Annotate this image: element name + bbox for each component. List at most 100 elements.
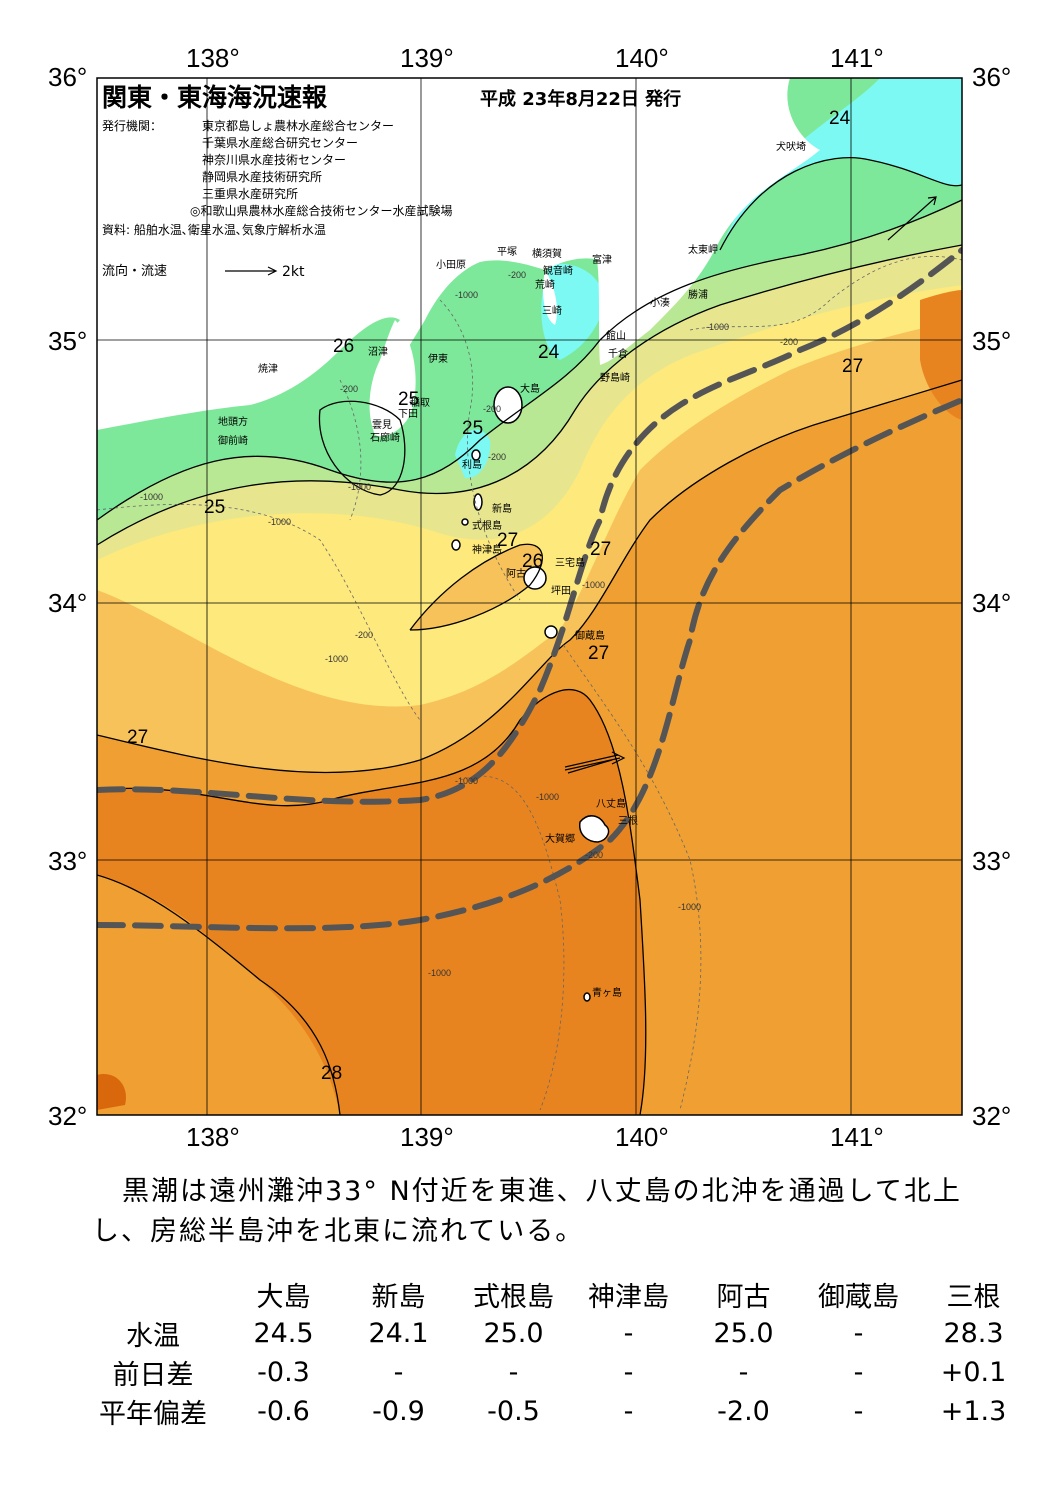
lat-tick-left-34: 34° xyxy=(48,588,87,618)
lat-tick-right-35: 35° xyxy=(972,326,1011,356)
issue-date: 平成 23年8月22日 発行 xyxy=(480,88,681,110)
isotherm-label: 26 xyxy=(522,551,543,572)
table-cell: -0.3 xyxy=(257,1357,310,1388)
place-label: 式根島 xyxy=(472,519,502,532)
table-cell: - xyxy=(853,1318,864,1349)
table-cell: - xyxy=(738,1357,749,1388)
lon-tick-bottom-141: 141° xyxy=(830,1122,884,1152)
lon-tick-top-140: 140° xyxy=(615,43,669,73)
lat-tick-right-36: 36° xyxy=(972,62,1011,92)
depth-label: -1000 xyxy=(348,482,371,492)
zone-24-bay xyxy=(541,263,605,360)
place-label: 御蔵島 xyxy=(575,629,605,642)
isotherm-26-line xyxy=(97,244,962,546)
station-header-row: 大島 新島 式根島 神津島 阿古 御蔵島 三根 xyxy=(80,1275,1031,1314)
current-vectors xyxy=(564,196,937,774)
place-label: 三崎 xyxy=(542,304,562,317)
mikurajima-island xyxy=(544,625,558,639)
depth-label: -200 xyxy=(508,270,526,280)
table-cell: - xyxy=(623,1396,634,1427)
issuer-4: 静岡県水産技術研究所 xyxy=(202,169,322,184)
lat-ticks-left: 36° 35° 34° 33° 32° xyxy=(48,62,87,1131)
niijima-island xyxy=(473,493,483,511)
place-label: 平塚 xyxy=(497,246,517,258)
place-label: 八丈島 xyxy=(596,797,626,810)
station-name: 阿古 xyxy=(716,1282,771,1313)
lat-tick-right-33: 33° xyxy=(972,846,1011,876)
map-header: 関東・東海海況速報 平成 23年8月22日 発行 発行機関： 東京都島しょ農林水… xyxy=(102,83,681,280)
table-cell: - xyxy=(508,1357,519,1388)
isotherm-label: 27 xyxy=(842,356,863,377)
current-arrow-boso xyxy=(887,196,937,241)
current-legend-arrowhead xyxy=(267,266,278,276)
place-label: 下田 xyxy=(398,409,418,420)
zone-24 xyxy=(720,78,962,250)
isotherm-27-line xyxy=(97,379,962,774)
lon-tick-bottom-139: 139° xyxy=(400,1122,454,1152)
depth-label: -1000 xyxy=(140,492,163,502)
place-label: 三根 xyxy=(618,814,638,827)
lon-tick-bottom-138: 138° xyxy=(186,1122,240,1152)
isotherm-label: 26 xyxy=(333,336,354,357)
table-cell: - xyxy=(623,1318,634,1349)
depth-label: -1000 xyxy=(455,776,478,786)
isotherm-label: 27 xyxy=(127,727,148,748)
isotherm-28-west xyxy=(97,874,341,1115)
place-label: 野島崎 xyxy=(600,371,630,384)
depth-contour-1000-east xyxy=(559,639,702,1111)
lon-tick-bottom-140: 140° xyxy=(615,1122,669,1152)
place-label: 新島 xyxy=(492,502,512,515)
table-cell: 28.3 xyxy=(943,1318,1004,1349)
place-label: 小田原 xyxy=(436,259,466,271)
toshima-island xyxy=(471,449,481,461)
hachijojima-island xyxy=(579,815,610,843)
islands xyxy=(451,386,610,1002)
table-cell: -0.5 xyxy=(487,1396,540,1427)
lat-lon-grid xyxy=(97,78,962,1115)
isotherm-label: 25 xyxy=(398,389,419,410)
lat-tick-right-34: 34° xyxy=(972,588,1011,618)
isotherm-label: 25 xyxy=(204,497,225,518)
issuer-6: ◎和歌山県農林水産総合技術センター水産試験場 xyxy=(190,203,452,218)
place-label: 横須賀 xyxy=(532,247,562,260)
table-cell: - xyxy=(623,1357,634,1388)
place-label: 阿古 xyxy=(506,567,526,580)
isotherm-28-line xyxy=(97,689,647,1115)
place-label: 地頭方 xyxy=(218,415,248,428)
table-cell: +0.1 xyxy=(940,1357,1007,1388)
place-label: 焼津 xyxy=(258,363,278,375)
station-name: 式根島 xyxy=(473,1282,554,1313)
place-label: 犬吠埼 xyxy=(776,140,806,153)
place-label: 坪田 xyxy=(551,584,571,597)
table-cell: +1.3 xyxy=(940,1396,1007,1427)
table-cell: 24.1 xyxy=(368,1318,429,1349)
isotherm-label: 27 xyxy=(497,530,518,551)
depth-label: -1000 xyxy=(582,580,605,590)
place-label: 太東岬 xyxy=(688,243,718,256)
table-cell: -0.6 xyxy=(257,1396,310,1427)
place-label: 神津島 xyxy=(472,543,502,556)
depth-contours xyxy=(97,255,962,1111)
honshu-kanto xyxy=(97,78,600,430)
place-label: 富津 xyxy=(592,253,612,266)
temperature-zones xyxy=(97,78,962,1115)
row-label: 水温 xyxy=(126,1321,180,1352)
isotherm-27-tongue xyxy=(409,543,543,631)
shikinejima-island xyxy=(461,518,469,526)
lon-ticks-top: 138° 139° 140° 141° xyxy=(186,43,884,73)
kozushima-island xyxy=(451,539,461,551)
isotherm-label: 25 xyxy=(462,418,483,439)
issuer-3: 神奈川県水産技術センター xyxy=(202,152,346,167)
lat-tick-left-35: 35° xyxy=(48,326,87,356)
table-cell: - xyxy=(393,1357,404,1388)
table-cell: - xyxy=(853,1396,864,1427)
lat-tick-right-32: 32° xyxy=(972,1101,1011,1131)
isotherm-25-line xyxy=(97,199,962,521)
place-label: 館山 xyxy=(606,329,626,342)
table-row: 水温 24.5 24.1 25.0 - 25.0 - 28.3 xyxy=(80,1314,1031,1353)
table-cell: -2.0 xyxy=(717,1396,770,1427)
place-label: 御前崎 xyxy=(218,434,248,447)
isotherm-lines xyxy=(97,157,962,1115)
depth-contour-1000-west xyxy=(97,504,421,721)
table-row: 平年偏差 -0.6 -0.9 -0.5 - -2.0 - +1.3 xyxy=(80,1392,1031,1431)
